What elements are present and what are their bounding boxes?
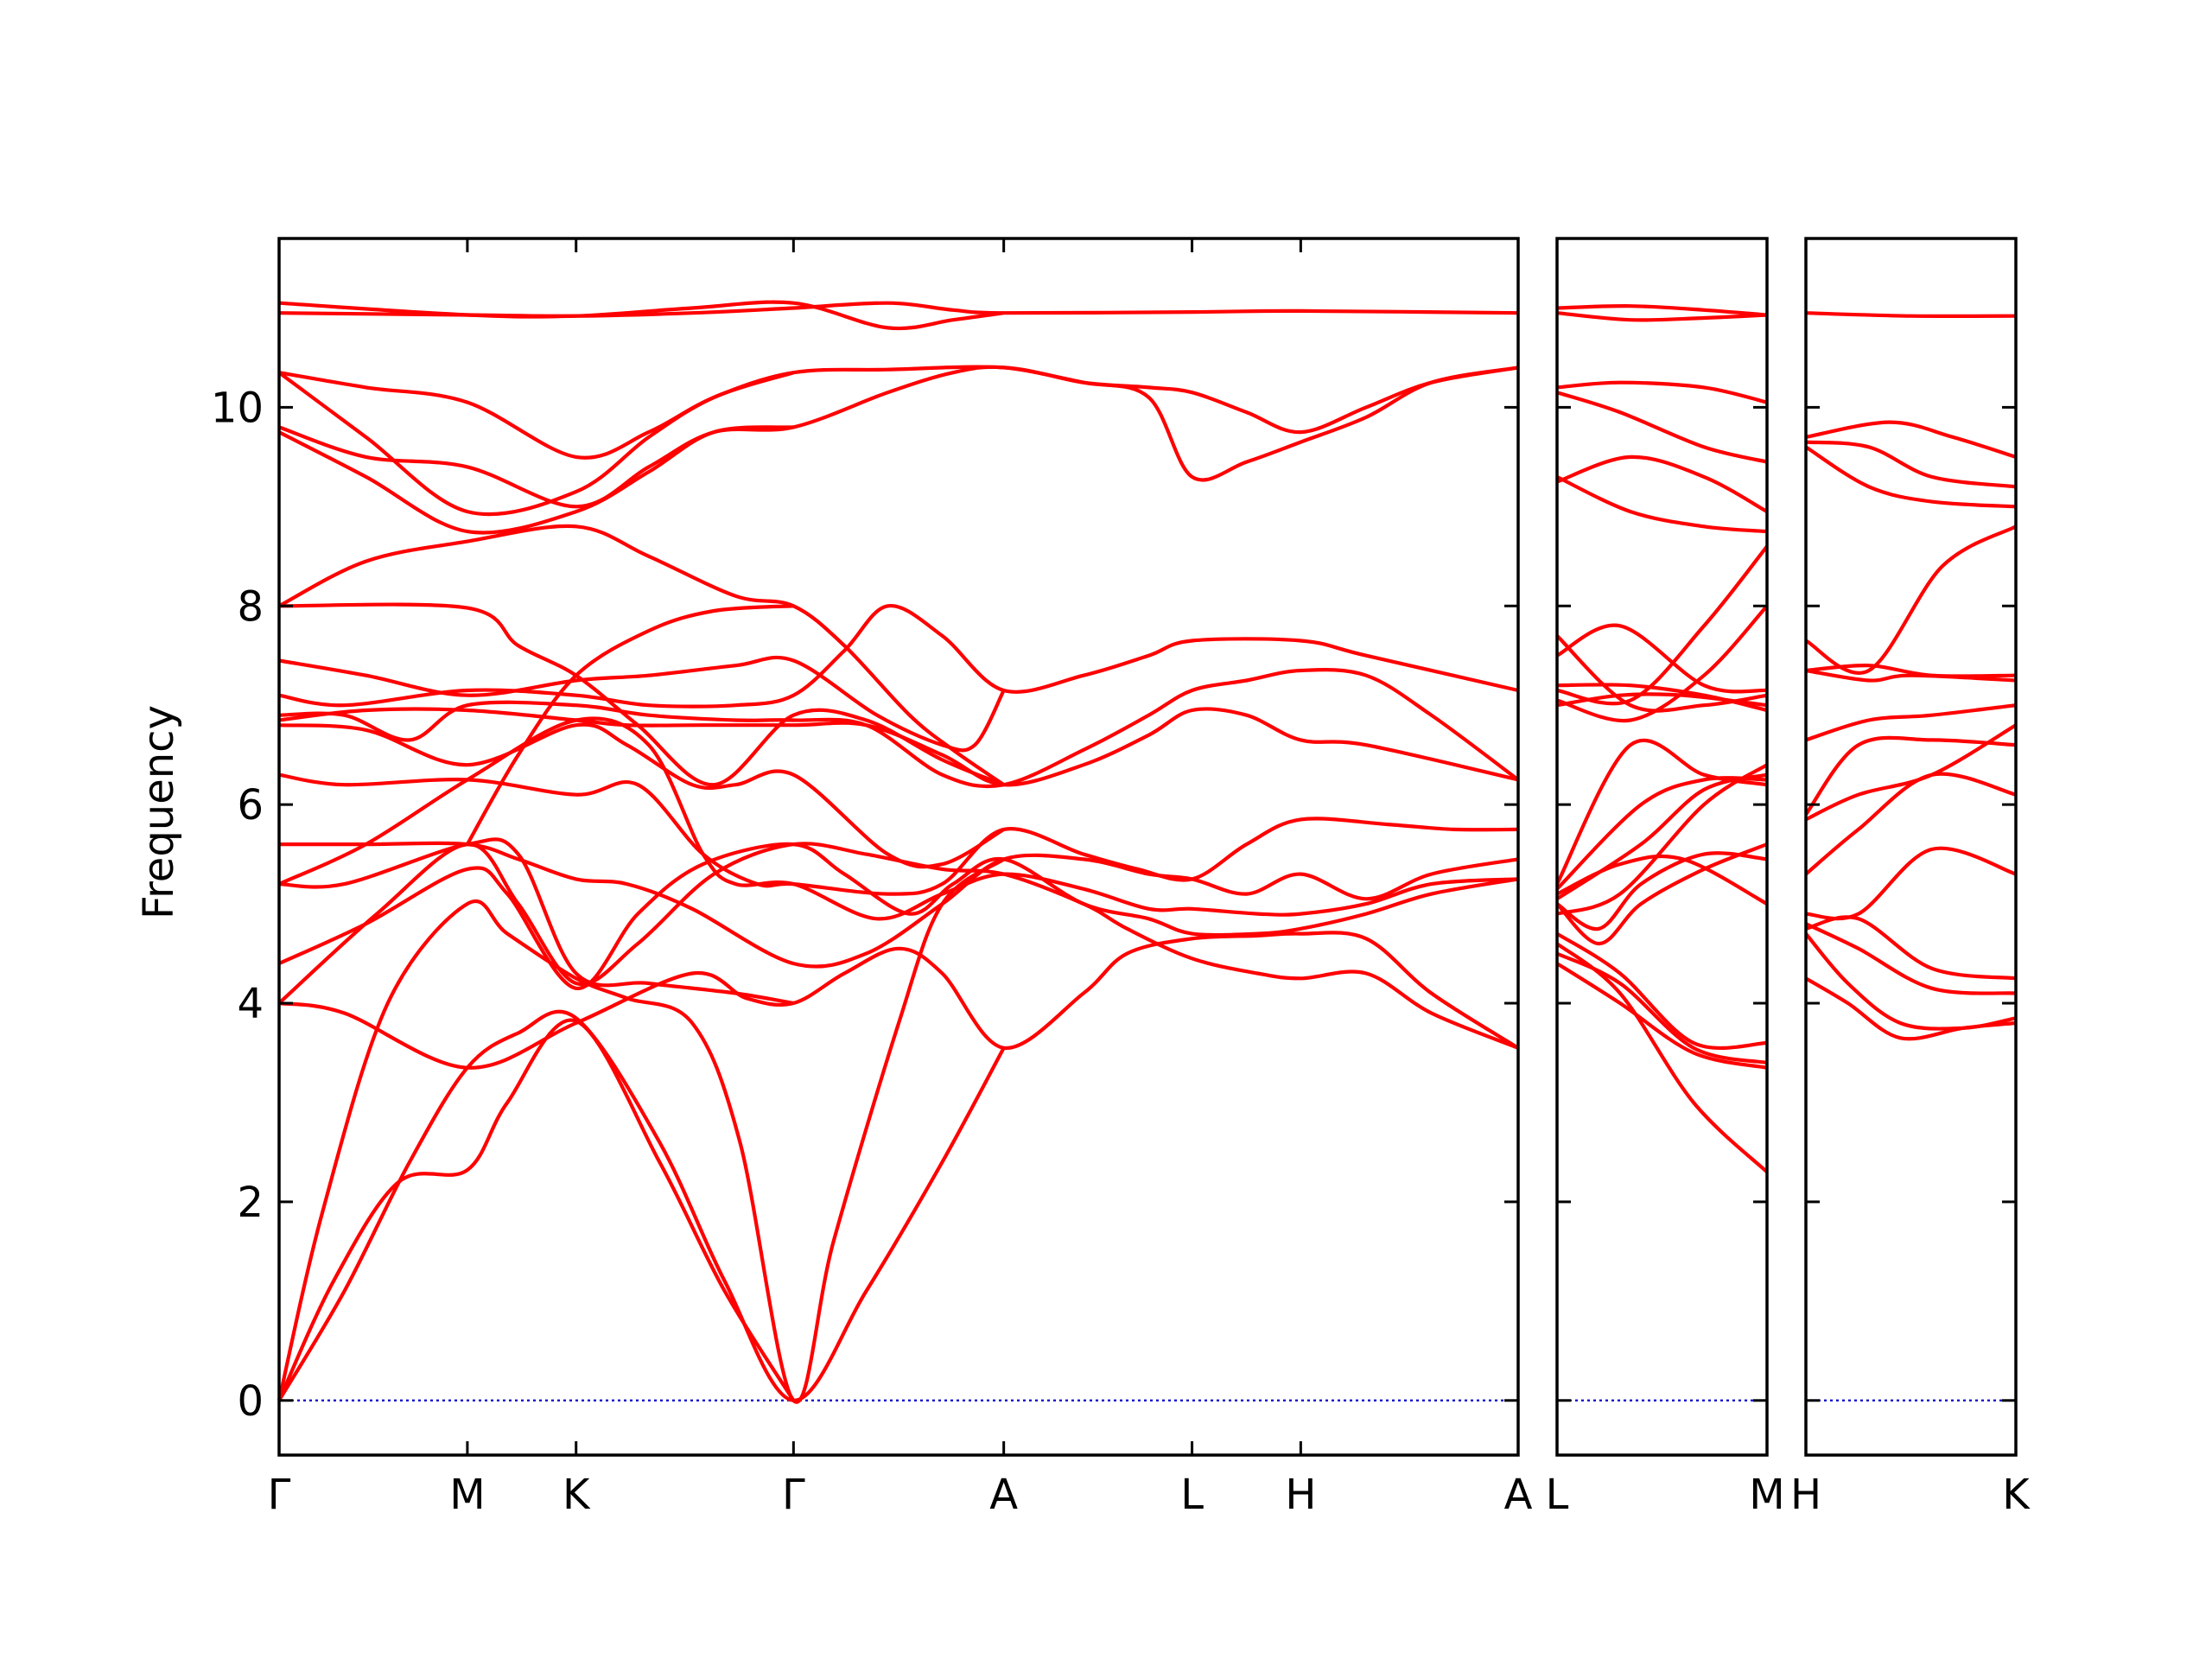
x-tick-label: L [1546,1471,1569,1519]
y-tick-label: 10 [211,384,264,432]
x-tick-label: Γ [782,1471,805,1519]
band-lines [276,300,1520,1404]
band-3 [1805,922,2017,995]
band-19 [1556,454,1769,513]
y-tick-label: 2 [237,1179,264,1227]
x-tick-label: L [1180,1471,1204,1519]
band-2 [277,1009,1006,1402]
band-9 [279,841,1519,969]
band-13 [278,668,1520,789]
band-15 [278,655,1006,753]
band-7 [1556,854,1768,906]
band-15 [1805,420,2017,459]
x-tick-label: K [2002,1471,2031,1519]
band-6 [1555,851,1768,931]
x-tick-label: M [1749,1471,1784,1519]
band-13 [1804,445,2017,509]
band-5 [1555,842,1768,946]
band-4 [278,931,1520,1070]
band-1 [277,1018,796,1402]
band-21 [1556,380,1768,404]
band-2 [1804,932,2017,1031]
band-lines [1555,304,1769,1173]
plot-frame [1804,237,2018,1457]
band-17 [1555,634,1768,713]
band-11 [1805,664,2017,678]
band-22 [1556,311,1768,322]
band-lines [1804,311,2018,1041]
band-7 [1805,723,2018,822]
band-19 [278,365,1519,509]
band-12 [278,707,1519,787]
band-18 [466,604,794,846]
band-13 [1556,604,1769,723]
band-20 [278,425,794,535]
band-20 [1556,391,1768,464]
band-8 [1804,735,2017,816]
x-tick-label: H [1285,1471,1316,1519]
y-axis-label: Frequency [135,705,183,919]
band-18 [1556,475,1768,534]
band-16 [1555,623,1768,694]
y-tick-label: 6 [237,781,264,830]
y-tick-label: 8 [237,582,264,631]
band-6 [1804,772,2017,876]
band-3 [1556,951,1768,1065]
x-tick-label: A [989,1471,1018,1519]
band-10 [1805,668,2017,683]
y-tick-label: 0 [237,1377,264,1426]
band-16 [278,602,1005,787]
band-16 [1805,311,2017,319]
band-14 [1556,544,1769,706]
band-10 [278,772,1519,896]
band-15 [1556,683,1768,713]
panel-1: 0 2 4 6 8 10 Γ M K Γ A L H A [211,237,1533,1519]
band-2 [1555,962,1768,1070]
band-11 [278,722,1005,869]
band-5 [1805,846,2017,921]
x-tick-label: M [449,1471,485,1519]
x-tick-label: K [563,1471,591,1519]
x-tick-label: Γ [268,1471,291,1519]
band-8 [278,716,1519,921]
band-7 [278,837,794,1006]
x-tick-label: H [1790,1471,1821,1519]
band-9 [1805,703,2017,742]
band-23 [1556,304,1768,317]
band-11 [1556,763,1769,916]
y-tick-label: 4 [237,980,264,1028]
band-10 [1555,772,1768,901]
band-24 [278,300,1004,331]
band-22 [278,365,1519,460]
band-4 [1555,931,1768,1051]
band-12 [1804,524,2017,675]
plot-frame [1555,237,1769,1457]
band-17 [278,524,1005,786]
plot-frame [277,237,1520,1457]
band-3 [276,857,1005,1404]
x-tick-label: A [1504,1471,1533,1519]
band-14 [1805,440,2017,489]
